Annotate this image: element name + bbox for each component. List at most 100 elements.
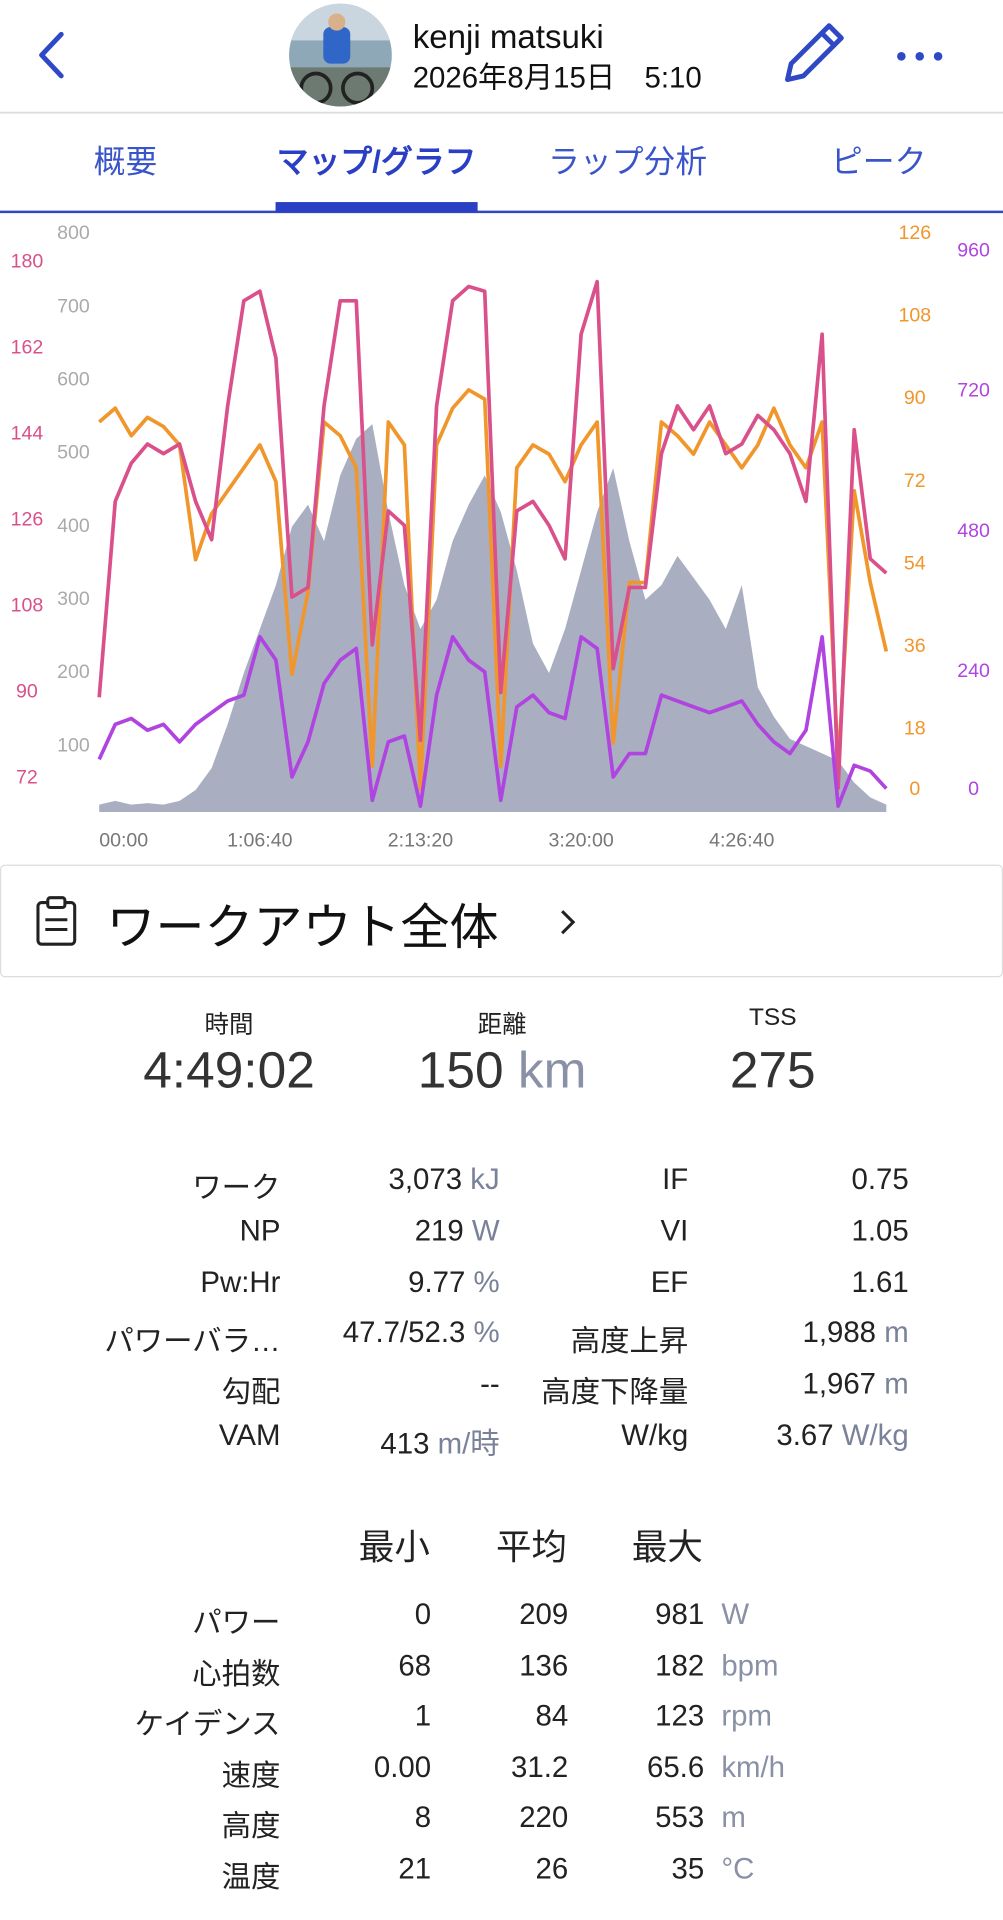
tab[interactable]: ピーク <box>830 143 927 181</box>
metric-value: 9.77 % <box>294 1266 500 1300</box>
stat-value: 182 <box>655 1649 705 1683</box>
avatar[interactable] <box>289 3 392 107</box>
y-tick-label: 600 <box>57 368 90 390</box>
tab[interactable]: 概要 <box>93 143 158 181</box>
metric-label: VAM <box>218 1419 281 1453</box>
metric-number: 9.77 <box>408 1265 466 1299</box>
y-tick-label: 700 <box>57 295 90 317</box>
y-tick-label: 180 <box>11 251 44 273</box>
y-tick-label: 36 <box>904 635 926 657</box>
metric-number: 3,073 <box>388 1163 463 1197</box>
metric-label: 勾配 <box>221 1376 281 1410</box>
chart: 00:00 1:06:40 2:13:20 3:20:00 4:26:40 100 200 3… <box>11 222 990 852</box>
more-button[interactable] <box>897 52 943 61</box>
metric-label: EF <box>650 1265 689 1299</box>
metric-label: NP <box>239 1214 281 1248</box>
metric-label: W/kg <box>621 1419 689 1453</box>
y-tick-label: 240 <box>957 660 990 682</box>
row-label: パワー <box>192 1606 281 1640</box>
edit-button[interactable] <box>785 23 844 83</box>
metric-number: 1.61 <box>851 1265 909 1299</box>
metric-unit: kJ <box>470 1163 500 1197</box>
stat-value: 981 <box>655 1598 705 1632</box>
metric-value: 3,073 kJ <box>294 1163 500 1197</box>
metric-label: 高度下降量 <box>541 1376 689 1410</box>
metric-label: VI <box>660 1214 689 1248</box>
metric-value: 413 m/時 <box>294 1419 500 1462</box>
tab[interactable]: マップ/グラフ <box>276 143 477 181</box>
tab-indicator <box>275 202 478 212</box>
summary-value: 150 km <box>343 1041 661 1100</box>
chevron-right <box>561 910 576 935</box>
metric-value: 3.67 W/kg <box>698 1419 909 1453</box>
workout-card[interactable]: ワークアウト全体 <box>0 864 1003 978</box>
stat-value: 26 <box>535 1852 569 1886</box>
summary-value: 4:49:02 <box>70 1041 388 1100</box>
metric-number: -- <box>480 1368 500 1402</box>
y-tick-label: 144 <box>11 423 44 445</box>
y-tick-label: 100 <box>57 734 90 756</box>
stat-value: 0.00 <box>373 1751 432 1785</box>
y-tick-label: 18 <box>904 718 926 740</box>
metric-number: 3.67 <box>776 1419 834 1453</box>
metric-number: 1,988 <box>802 1316 877 1351</box>
y-tick-label: 72 <box>904 470 926 492</box>
summary-value: 275 <box>614 1041 932 1100</box>
y-tick-label: 960 <box>957 240 990 262</box>
metric-value: 1,988 m <box>698 1316 908 1351</box>
y-tick-label: 126 <box>898 222 931 244</box>
stat-value: 68 <box>398 1649 432 1683</box>
unit: W <box>721 1598 750 1632</box>
metric-value: 1,967 m <box>698 1368 908 1402</box>
y-tick-label: 162 <box>11 337 44 359</box>
metric-label: 高度上昇 <box>570 1325 689 1359</box>
stat-value: 31.2 <box>511 1751 569 1785</box>
x-tick-label: 00:00 <box>99 830 148 852</box>
header: kenji matsuki 2026年8月15日 5:10 <box>0 3 1003 214</box>
summary-number: 150 <box>417 1040 504 1099</box>
unit: km/h <box>721 1751 786 1785</box>
metric-unit: W/kg <box>841 1419 909 1453</box>
summary-label: 距離 <box>477 1011 527 1039</box>
y-tick-label: 500 <box>57 442 90 464</box>
y-tick-label: 90 <box>904 387 926 409</box>
metric-label: Pw:Hr <box>200 1265 281 1299</box>
metric-unit: W <box>471 1214 500 1248</box>
stat-value: 1 <box>414 1700 432 1734</box>
unit: rpm <box>721 1700 772 1734</box>
row-label: 温度 <box>221 1861 281 1895</box>
metric-number: 1.05 <box>851 1214 909 1248</box>
y-tick-label: 90 <box>16 681 38 703</box>
metric-number: 0.75 <box>851 1163 909 1197</box>
y-tick-label: 72 <box>16 767 38 789</box>
metric-label: ワーク <box>192 1172 281 1206</box>
stat-value: 35 <box>671 1852 705 1886</box>
row-label: 速度 <box>221 1759 281 1793</box>
stat-value: 136 <box>519 1649 569 1683</box>
y-tick-label: 108 <box>898 305 931 327</box>
x-tick-label: 4:26:40 <box>709 830 774 852</box>
metric-unit: m/時 <box>437 1427 500 1462</box>
tab[interactable]: ラップ分析 <box>548 143 708 181</box>
clipboard-icon <box>36 896 77 946</box>
column-header: 平均 <box>495 1528 568 1568</box>
y-tick-label: 0 <box>909 778 920 800</box>
y-tick-label: 126 <box>11 509 44 531</box>
metric-number: 47.7/52.3 <box>342 1316 466 1351</box>
unit: °C <box>721 1852 755 1886</box>
series-line <box>97 634 888 808</box>
x-tick-label: 1:06:40 <box>227 830 292 852</box>
back-button[interactable] <box>39 31 64 79</box>
stat-value: 84 <box>535 1700 569 1734</box>
y-tick-label: 108 <box>11 595 44 617</box>
metric-value: 0.75 <box>698 1163 909 1197</box>
stat-value: 553 <box>655 1801 705 1836</box>
stat-value: 8 <box>414 1801 432 1836</box>
metric-value: 1.61 <box>698 1265 909 1300</box>
y-tick-label: 720 <box>957 380 990 402</box>
y-tick-label: 0 <box>968 778 979 800</box>
unit: bpm <box>721 1649 779 1683</box>
stat-value: 220 <box>519 1801 569 1836</box>
summary-unit: km <box>517 1040 587 1099</box>
